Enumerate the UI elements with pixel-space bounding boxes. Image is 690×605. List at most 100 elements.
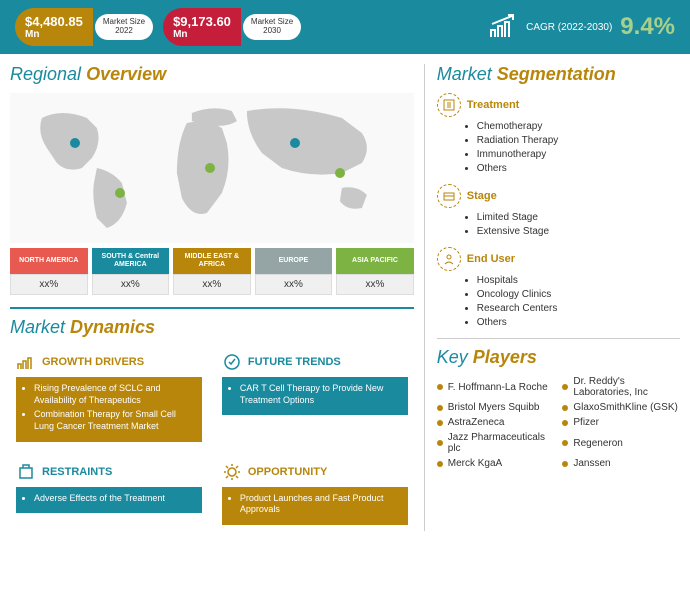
segmentation-item: Chemotherapy (477, 121, 680, 132)
segmentation-title: Treatment (437, 93, 680, 117)
dynamics-item: Rising Prevalence of SCLC and Availabili… (34, 383, 196, 406)
regions-row: NORTH AMERICAxx%SOUTH & Central AMERICAx… (10, 248, 414, 295)
dynamics-content: CAR T Cell Therapy to Provide New Treatm… (222, 377, 408, 415)
segmentation-item: Others (477, 163, 680, 174)
bullet-icon (437, 384, 443, 390)
pill2-value: $9,173.60 (173, 14, 231, 29)
player-name: Janssen (573, 458, 610, 469)
bullet-icon (437, 440, 443, 446)
region-label: NORTH AMERICA (10, 248, 88, 274)
segmentation-item: Hospitals (477, 275, 680, 286)
dynamics-icon (16, 352, 36, 372)
region-box: EUROPExx% (255, 248, 333, 295)
map-dot (290, 138, 300, 148)
player-name: Dr. Reddy's Laboratories, Inc (573, 376, 680, 398)
segmentation-title: End User (437, 247, 680, 271)
segmentation-heading: Market Segmentation (437, 64, 680, 85)
dynamics-content: Product Launches and Fast Product Approv… (222, 487, 408, 525)
cagr-section: CAGR (2022-2030) 9.4% (488, 12, 675, 42)
pill1-label2: 2022 (103, 27, 145, 36)
dynamics-title: GROWTH DRIVERS (16, 352, 202, 372)
dynamics-item: Adverse Effects of the Treatment (34, 493, 196, 505)
cagr-value: 9.4% (620, 13, 675, 41)
player-name: F. Hoffmann-La Roche (448, 382, 548, 393)
segmentation-list: Hospitals Oncology Clinics Research Center… (437, 275, 680, 328)
dynamics-content: Adverse Effects of the Treatment (16, 487, 202, 514)
player-item: Dr. Reddy's Laboratories, Inc (562, 376, 680, 398)
map-dot (115, 188, 125, 198)
dynamics-box: GROWTH DRIVERS Rising Prevalence of SCLC … (10, 346, 208, 448)
market-size-2022-pill: $4,480.85 Mn Market Size 2022 (15, 8, 155, 46)
region-value: xx% (173, 274, 251, 295)
player-item: Janssen (562, 458, 680, 469)
market-size-2030-pill: $9,173.60 Mn Market Size 2030 (163, 8, 303, 46)
segmentation-icon (437, 93, 461, 117)
bullet-icon (562, 384, 568, 390)
segmentation-list: ChemotherapyRadiation TherapyImmunothera… (437, 121, 680, 174)
keyplayers-heading: Key Players (437, 347, 680, 368)
player-name: Pfizer (573, 417, 599, 428)
pill2-label2: 2030 (251, 27, 293, 36)
map-dot (335, 168, 345, 178)
bullet-icon (437, 461, 443, 467)
bullet-icon (562, 420, 568, 426)
segmentation-item: Extensive Stage (477, 226, 680, 237)
cagr-label: CAGR (2022-2030) (526, 22, 612, 33)
player-name: AstraZeneca (448, 417, 505, 428)
dynamics-title: OPPORTUNITY (222, 462, 408, 482)
dynamics-icon (222, 462, 242, 482)
segmentation-section: Treatment ChemotherapyRadiation TherapyIm… (437, 93, 680, 174)
region-label: ASIA PACIFIC (336, 248, 414, 274)
header-bar: $4,480.85 Mn Market Size 2022 $9,173.60 … (0, 0, 690, 54)
player-item: Merck KgaA (437, 458, 555, 469)
dynamics-box: RESTRAINTS Adverse Effects of the Treatme… (10, 456, 208, 531)
regional-heading: Regional Overview (10, 64, 414, 85)
region-value: xx% (92, 274, 170, 295)
bullet-icon (562, 440, 568, 446)
player-name: Merck KgaA (448, 458, 502, 469)
player-name: Regeneron (573, 438, 622, 449)
player-item: F. Hoffmann-La Roche (437, 376, 555, 398)
region-box: SOUTH & Central AMERICAxx% (92, 248, 170, 295)
map-dot (70, 138, 80, 148)
dynamics-box: FUTURE TRENDS CAR T Cell Therapy to Provi… (216, 346, 414, 448)
dynamics-title: FUTURE TRENDS (222, 352, 408, 372)
dynamics-icon (222, 352, 242, 372)
growth-chart-icon (488, 12, 518, 42)
segmentation-item: Immunotherapy (477, 149, 680, 160)
bullet-icon (562, 461, 568, 467)
map-dot (205, 163, 215, 173)
segmentation-title: Stage (437, 184, 680, 208)
bullet-icon (562, 405, 568, 411)
region-label: MIDDLE EAST & AFRICA (173, 248, 251, 274)
segmentation-item: Limited Stage (477, 212, 680, 223)
player-name: Jazz Pharmaceuticals plc (448, 432, 555, 454)
player-name: Bristol Myers Squibb (448, 402, 540, 413)
player-item: Regeneron (562, 432, 680, 454)
player-item: GlaxoSmithKline (GSK) (562, 402, 680, 413)
segmentation-section: End User Hospitals Oncology Clinics Researc… (437, 247, 680, 328)
segmentation-item: Oncology Clinics (477, 289, 680, 300)
player-item: Pfizer (562, 417, 680, 428)
player-item: AstraZeneca (437, 417, 555, 428)
segmentation-item: Research Centers (477, 303, 680, 314)
pill2-unit: Mn (173, 29, 231, 40)
dynamics-content: Rising Prevalence of SCLC and Availabili… (16, 377, 202, 442)
player-item: Bristol Myers Squibb (437, 402, 555, 413)
dynamics-heading: Market Dynamics (10, 317, 414, 338)
region-box: ASIA PACIFICxx% (336, 248, 414, 295)
dynamics-title: RESTRAINTS (16, 462, 202, 482)
region-label: SOUTH & Central AMERICA (92, 248, 170, 274)
segmentation-section: Stage Limited Stage Extensive Stage (437, 184, 680, 237)
player-item: Jazz Pharmaceuticals plc (437, 432, 555, 454)
region-value: xx% (10, 274, 88, 295)
region-label: EUROPE (255, 248, 333, 274)
dynamics-item: CAR T Cell Therapy to Provide New Treatm… (240, 383, 402, 406)
segmentation-icon (437, 184, 461, 208)
region-value: xx% (255, 274, 333, 295)
world-map (10, 93, 414, 243)
dynamics-item: Product Launches and Fast Product Approv… (240, 493, 402, 516)
dynamics-item: Combination Therapy for Small Cell Lung … (34, 409, 196, 432)
segmentation-list: Limited Stage Extensive Stage (437, 212, 680, 237)
bullet-icon (437, 420, 443, 426)
